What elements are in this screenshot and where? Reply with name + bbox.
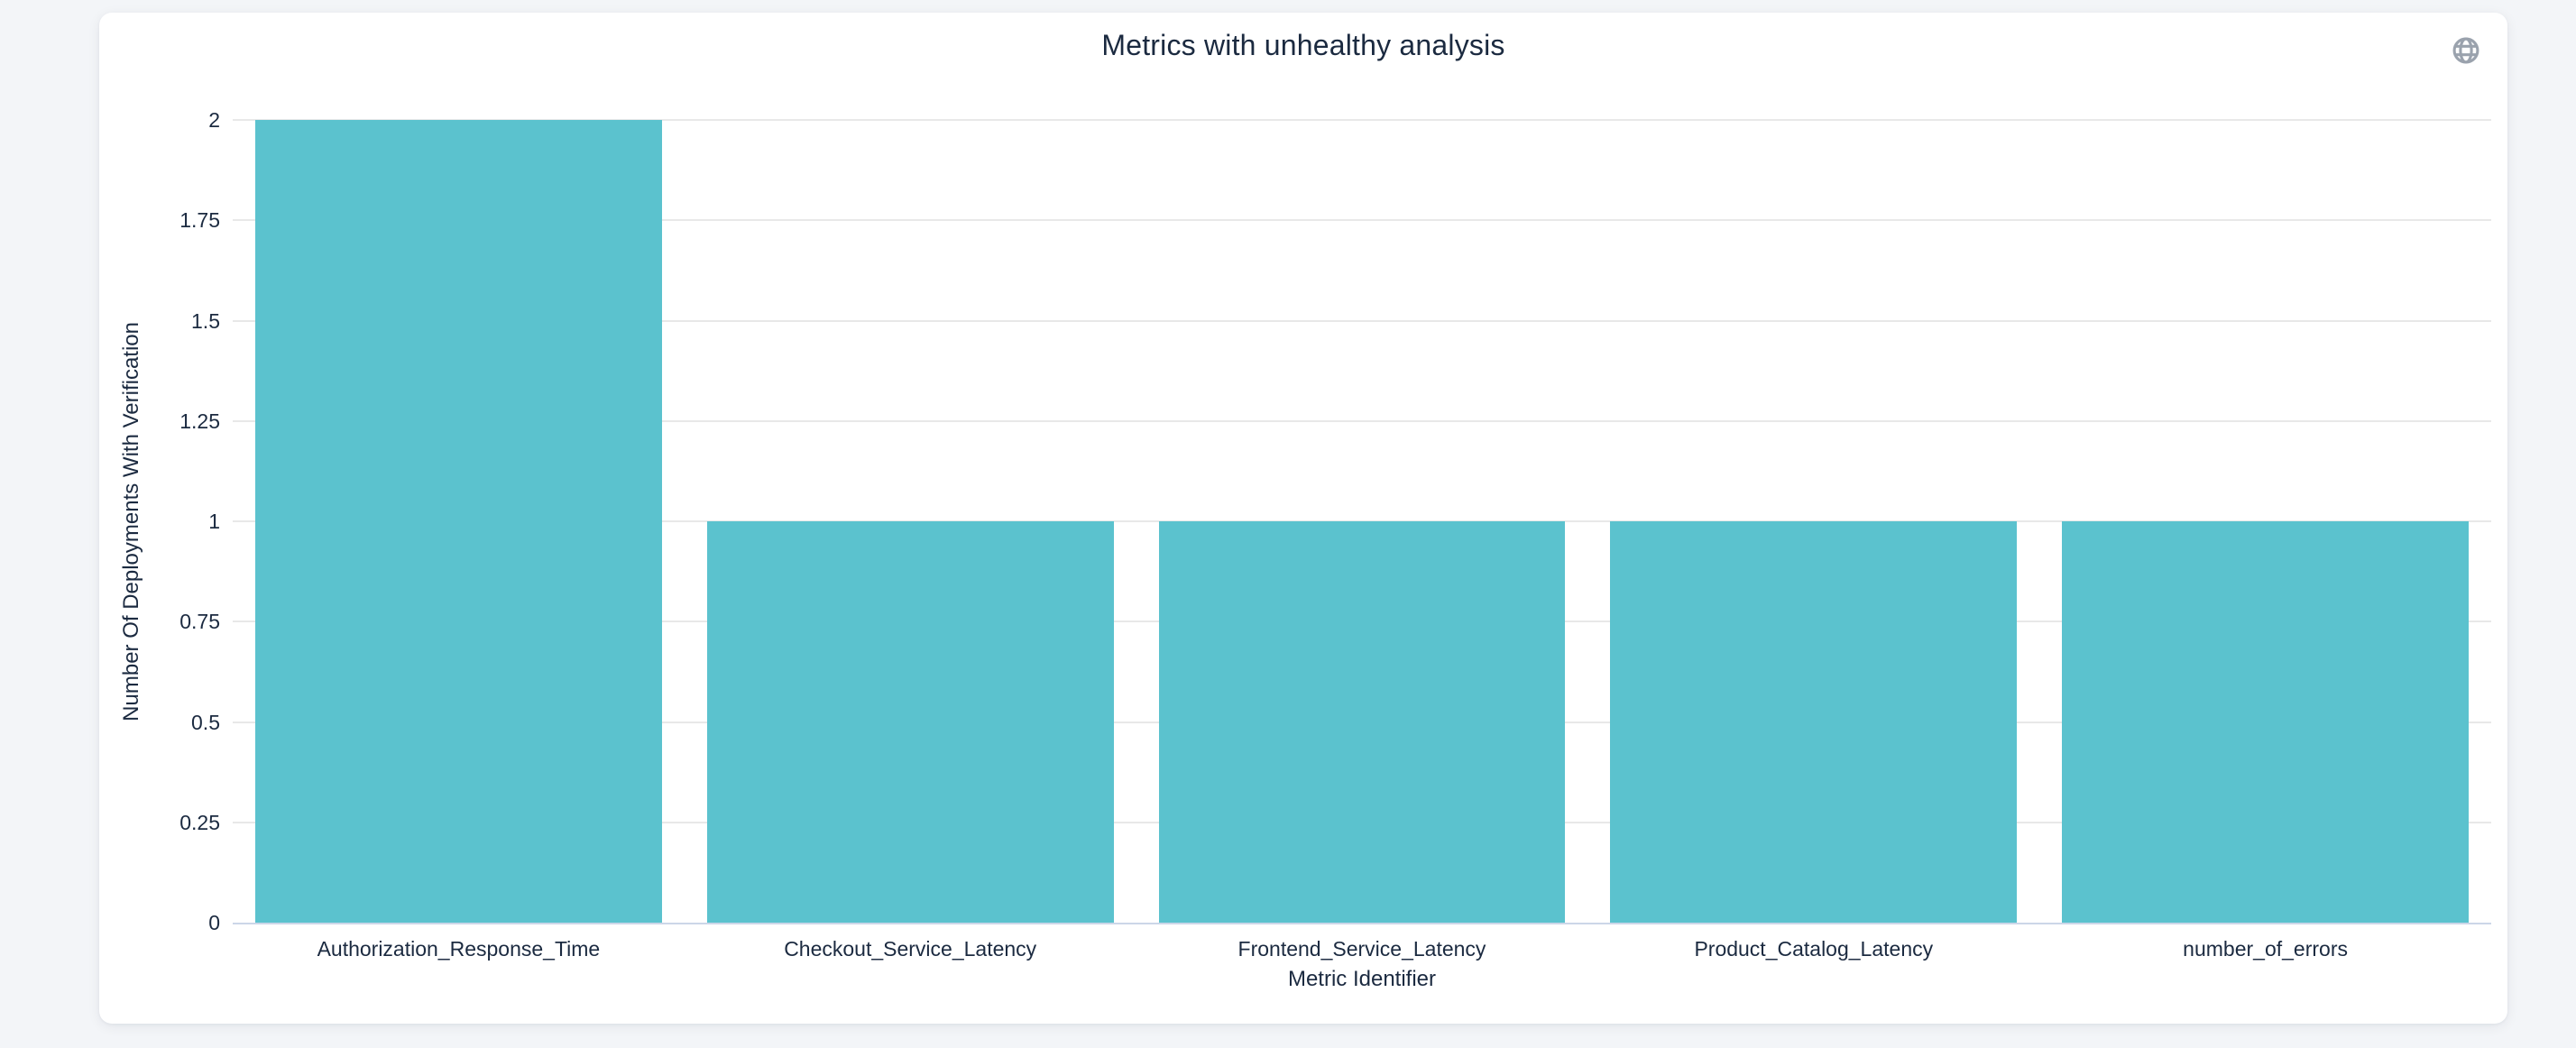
x-axis-category-label: Frontend_Service_Latency <box>1237 937 1486 961</box>
y-axis-title: Number Of Deployments With Verification <box>119 321 143 722</box>
y-axis-tick-label: 0.25 <box>179 810 220 834</box>
bar[interactable] <box>1158 521 1566 923</box>
y-axis-tick-label: 0.75 <box>179 610 220 634</box>
gridline <box>233 419 2491 422</box>
x-axis-category-label: Product_Catalog_Latency <box>1694 937 1934 961</box>
x-axis-category-label: number_of_errors <box>2183 937 2348 961</box>
y-axis-tick-label: 1.25 <box>179 409 220 433</box>
bar[interactable] <box>706 521 1114 923</box>
globe-icon[interactable] <box>2450 34 2482 67</box>
gridline <box>233 319 2491 322</box>
y-axis-tick-label: 0.5 <box>191 710 220 734</box>
chart-title: Metrics with unhealthy analysis <box>1101 29 1505 61</box>
x-axis-category-label: Authorization_Response_Time <box>317 937 601 961</box>
gridline <box>233 119 2491 121</box>
x-axis-title: Metric Identifier <box>1287 967 1437 991</box>
plot-area: 0 0.25 0.5 0.75 1 1.25 1.5 1.75 2 Authorization_R… <box>179 109 2491 961</box>
y-axis-tick-label: 1.5 <box>191 308 220 333</box>
x-axis-category-label: Checkout_Service_Latency <box>784 937 1037 961</box>
bar[interactable] <box>255 120 662 923</box>
bar[interactable] <box>2062 521 2469 923</box>
bar[interactable] <box>1610 521 2018 923</box>
y-axis-tick-label: 1.75 <box>179 208 220 233</box>
y-axis-tick-label: 2 <box>208 108 220 132</box>
y-axis-tick-label: 1 <box>208 510 220 533</box>
gridline <box>233 219 2491 222</box>
x-axis-line <box>233 923 2491 924</box>
y-axis-tick-label: 0 <box>208 911 220 934</box>
chart-card: Metrics with unhealthy analysis Number O… <box>99 13 2507 1024</box>
